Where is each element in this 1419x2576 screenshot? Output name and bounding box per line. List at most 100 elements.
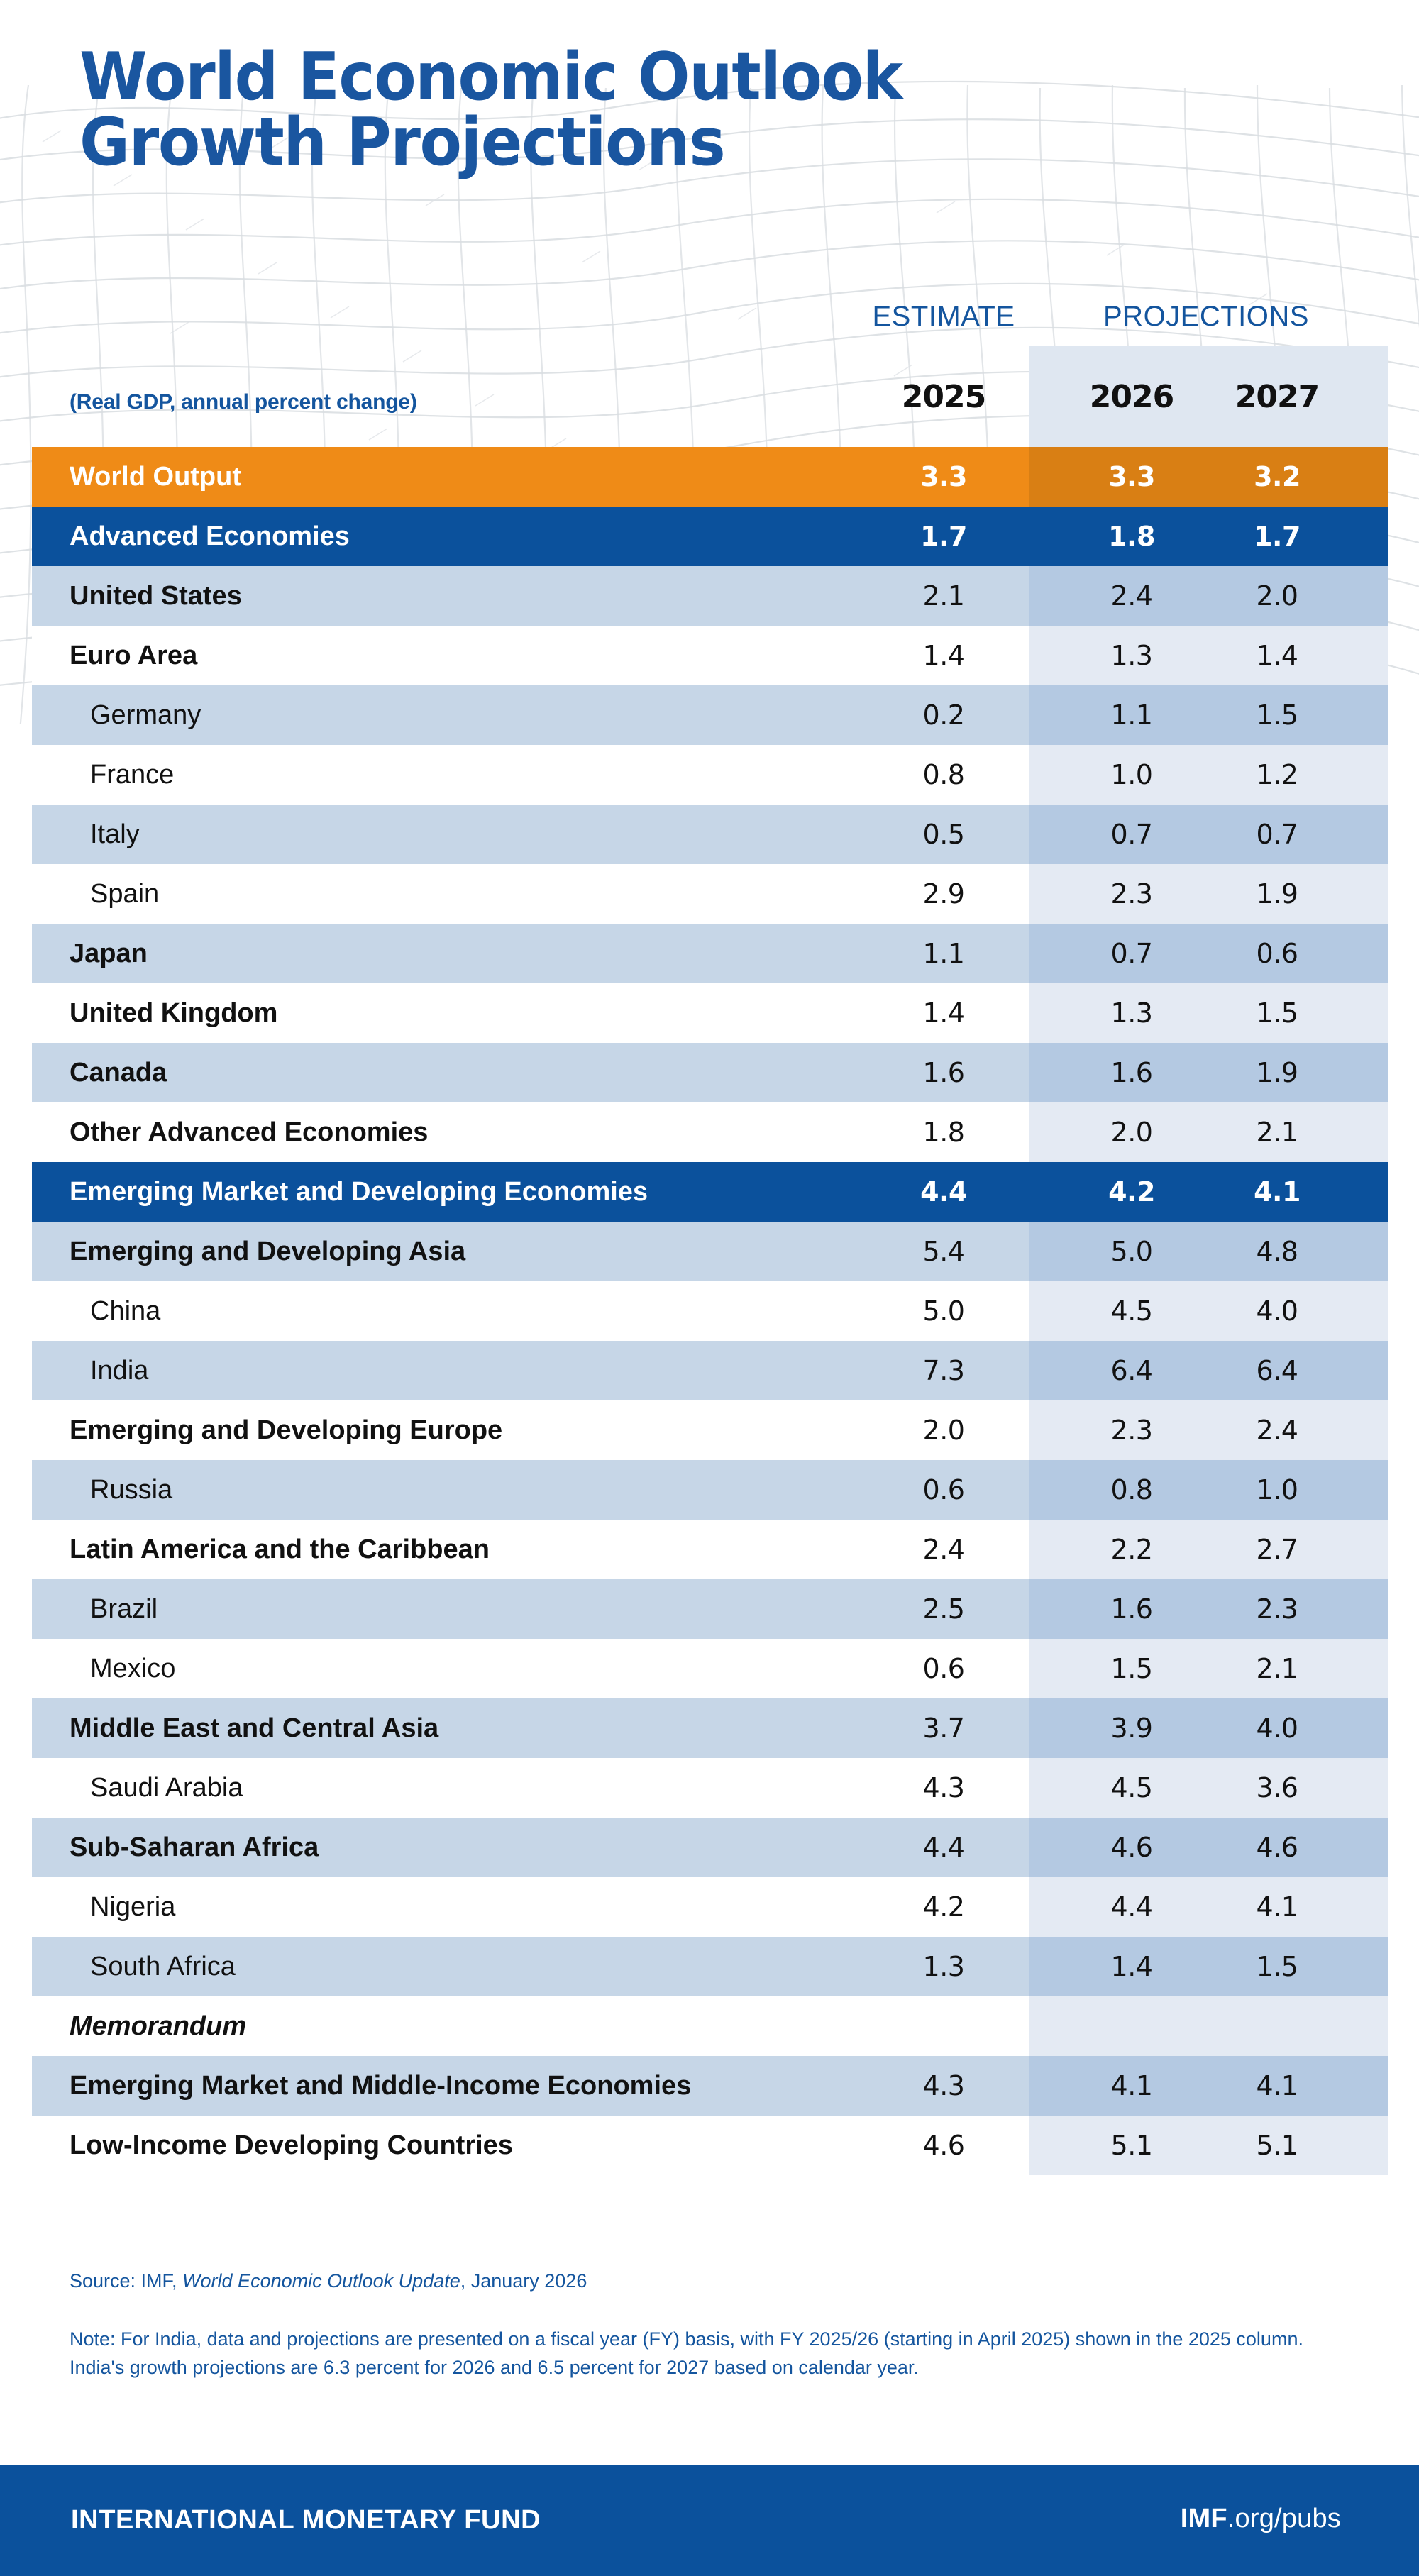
projections-cell-band [1029,1222,1388,1281]
row-value-2025: 3.7 [922,1713,965,1744]
table-row: Sub-Saharan Africa 4.4 4.6 4.6 [32,1818,1388,1877]
row-label: Canada [70,1058,167,1088]
table-column-headers: ESTIMATE PROJECTIONS (Real GDP, annual p… [0,297,1419,447]
row-value-2025 [873,1996,1015,2056]
row-value-2026: 2.3 [1110,1415,1153,1446]
row-label: Emerging Market and Middle-Income Econom… [70,2071,692,2101]
row-value-2025: 4.4 [920,1176,967,1207]
projections-cell-band [1029,1341,1388,1400]
table-row: Emerging Market and Middle-Income Econom… [32,2056,1388,2116]
table-row: Latin America and the Caribbean 2.4 2.2 2.7 [32,1520,1388,1579]
row-value-2025: 1.1 [922,938,965,969]
row-label: Germany [90,700,201,730]
column-header-year-2027: 2027 [1235,379,1320,415]
row-value-2025: 0.5 [922,819,965,850]
row-value-2027: 1.5 [1256,1951,1298,1982]
row-value-2026: 3.3 [1108,461,1155,492]
footer-url-imf: IMF [1180,2504,1227,2533]
projections-cell-band [1029,1520,1388,1579]
row-value-2027: 4.0 [1256,1295,1298,1327]
row-value-2027: 1.5 [1256,700,1298,731]
row-value-2027: 0.7 [1256,819,1298,850]
row-value-2026: 3.9 [1110,1713,1153,1744]
table-row: Mexico 0.6 1.5 2.1 [32,1639,1388,1698]
table-row: Italy 0.5 0.7 0.7 [32,805,1388,864]
row-value-2025: 1.7 [920,521,967,552]
row-value-2025: 1.6 [922,1057,965,1088]
row-label: World Output [70,462,242,492]
table-row: Germany 0.2 1.1 1.5 [32,685,1388,745]
row-value-2027: 3.2 [1254,461,1301,492]
row-value-2027: 2.7 [1256,1534,1298,1565]
projections-cell-band [1029,805,1388,864]
row-value-2026: 1.1 [1110,700,1153,731]
row-label: France [90,760,175,790]
row-value-2025: 0.2 [922,700,965,731]
table-row: United States 2.1 2.4 2.0 [32,566,1388,626]
projections-cell-band [1029,1996,1388,2056]
projections-cell-band [1029,1043,1388,1102]
table-row: World Output 3.3 3.3 3.2 [32,447,1388,507]
row-value-2025: 0.6 [922,1653,965,1684]
table-row: Saudi Arabia 4.3 4.5 3.6 [32,1758,1388,1818]
projections-cell-band [1029,1162,1388,1222]
footnotes: Source: IMF, World Economic Outlook Upda… [70,2270,1340,2382]
projections-cell-band [1029,1281,1388,1341]
row-label: Sub-Saharan Africa [70,1833,319,1862]
footer-website-link[interactable]: IMF.org/pubs [1181,2504,1341,2534]
row-value-2027: 0.6 [1256,938,1298,969]
row-value-2026: 2.2 [1110,1534,1153,1565]
projections-cell-band [1029,1639,1388,1698]
row-value-2026: 1.0 [1110,759,1153,790]
projections-cell-band [1029,1818,1388,1877]
row-value-2026: 1.8 [1108,521,1155,552]
row-label: United Kingdom [70,998,278,1028]
row-value-2025: 1.4 [922,997,965,1029]
table-row: Spain 2.9 2.3 1.9 [32,864,1388,924]
row-value-2027: 1.9 [1256,878,1298,910]
title-line-2: Growth Projections [79,104,726,180]
row-value-2025: 4.2 [922,1891,965,1923]
row-value-2026: 1.6 [1110,1057,1153,1088]
projections-cell-band [1029,2116,1388,2175]
table-row: Russia 0.6 0.8 1.0 [32,1460,1388,1520]
projections-cell-band [1029,1877,1388,1937]
row-value-2026: 1.4 [1110,1951,1153,1982]
source-suffix: , January 2026 [460,2270,587,2292]
row-value-2026: 6.4 [1110,1355,1153,1386]
row-value-2026: 2.3 [1110,878,1153,910]
projections-cell-band [1029,864,1388,924]
growth-projections-table: World Output 3.3 3.3 3.2 Advanced Economies 1… [32,447,1388,2175]
row-value-2027: 2.3 [1256,1593,1298,1625]
row-label: Middle East and Central Asia [70,1713,439,1743]
table-row: Japan 1.1 0.7 0.6 [32,924,1388,983]
row-label: Spain [90,879,160,909]
row-value-2026: 1.3 [1110,997,1153,1029]
row-value-2027: 2.1 [1256,1117,1298,1148]
row-value-2025: 7.3 [922,1355,965,1386]
row-label: Brazil [90,1594,158,1624]
row-value-2025: 4.3 [922,2070,965,2101]
footer-bar: INTERNATIONAL MONETARY FUND IMF.org/pubs [0,2465,1419,2576]
projections-cell-band [1029,1758,1388,1818]
row-value-2027: 4.1 [1256,2070,1298,2101]
table-row: China 5.0 4.5 4.0 [32,1281,1388,1341]
row-value-2027: 4.8 [1256,1236,1298,1267]
row-value-2027: 1.0 [1256,1474,1298,1505]
row-label: Japan [70,939,148,968]
row-value-2026: 4.5 [1110,1772,1153,1803]
row-value-2026: 5.1 [1110,2130,1153,2161]
projections-cell-band [1029,745,1388,805]
projections-cell-band [1029,1460,1388,1520]
row-value-2026: 4.1 [1110,2070,1153,2101]
row-label: Nigeria [90,1892,176,1922]
table-row: Advanced Economies 1.7 1.8 1.7 [32,507,1388,566]
row-value-2027 [1206,1996,1348,2056]
row-value-2027: 2.0 [1256,580,1298,612]
table-row: Emerging and Developing Asia 5.4 5.0 4.8 [32,1222,1388,1281]
row-value-2025: 4.3 [922,1772,965,1803]
row-value-2025: 0.8 [922,759,965,790]
row-value-2025: 1.3 [922,1951,965,1982]
row-value-2025: 1.8 [922,1117,965,1148]
